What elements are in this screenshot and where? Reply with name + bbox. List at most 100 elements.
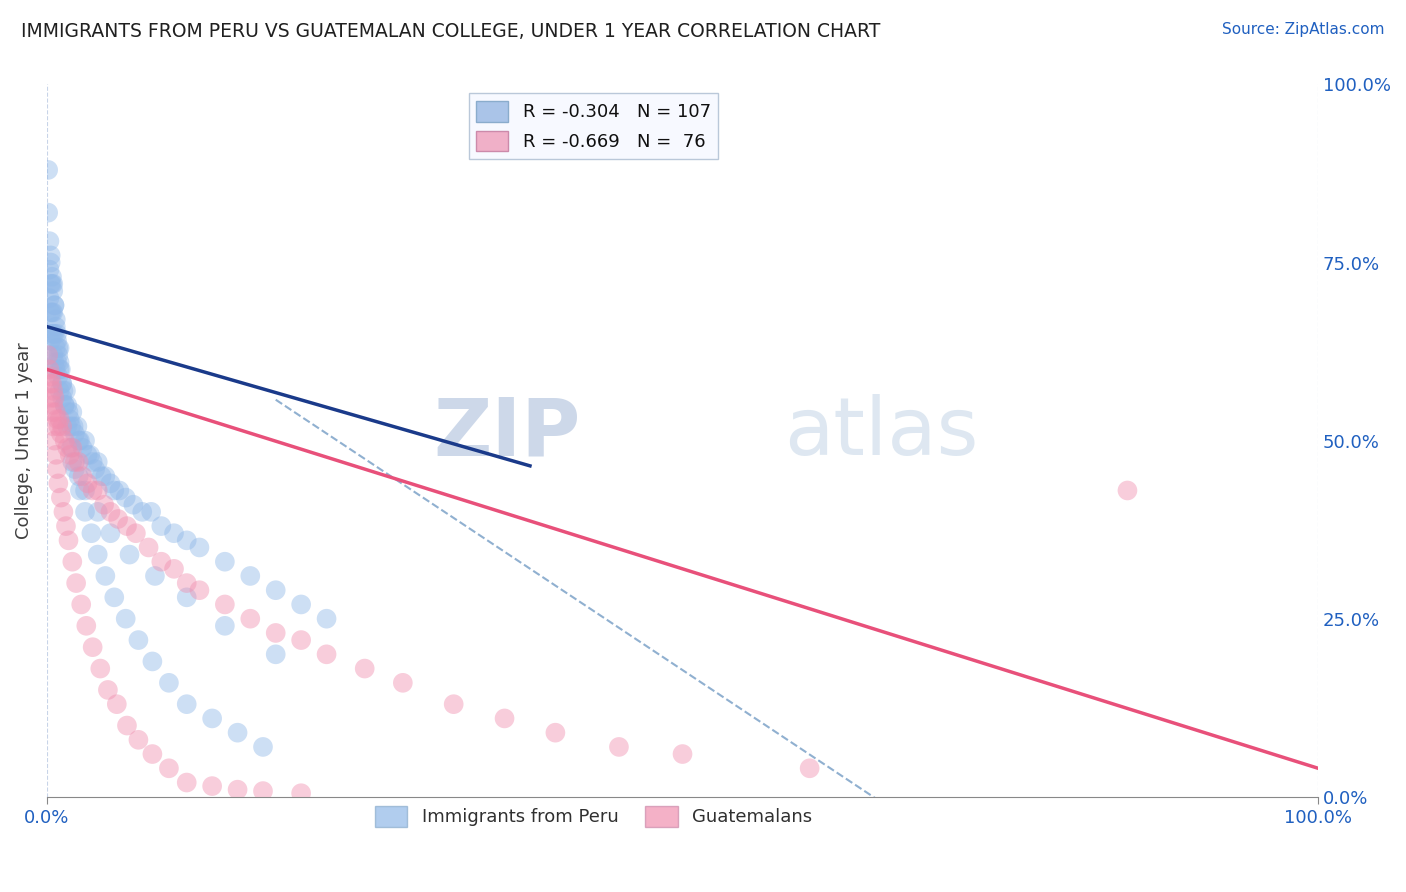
Point [115,519,138,533]
Point [38,376,60,391]
Point [114,491,136,505]
Point [82,640,104,655]
Point [44,391,66,405]
Point [46,419,69,434]
Point [264,648,287,662]
Point [89,662,111,676]
Point [100,505,122,519]
Point [52,505,75,519]
Point [39,277,62,291]
Point [139,505,162,519]
Point [44,326,66,341]
Point [141,747,163,761]
Point [42,305,65,319]
Point [46,369,69,384]
Point [105,697,128,711]
Point [56,398,79,412]
Point [46,476,69,491]
Point [90,469,112,483]
Point [443,697,465,711]
Point [93,498,115,512]
Point [290,598,312,612]
Point [49,362,72,376]
Point [188,583,211,598]
Point [39,305,62,319]
Point [48,412,70,426]
Point [108,483,131,498]
Point [176,533,198,548]
Point [75,619,97,633]
Point [214,598,236,612]
Point [799,761,821,775]
Point [49,491,72,505]
Point [38,234,60,248]
Point [176,697,198,711]
Point [226,725,249,739]
Point [44,298,66,312]
Point [87,455,110,469]
Point [176,775,198,789]
Point [315,648,337,662]
Point [69,434,91,448]
Point [1116,483,1139,498]
Point [392,675,415,690]
Point [60,441,83,455]
Point [63,426,86,441]
Point [44,298,66,312]
Point [39,391,62,405]
Point [55,384,77,398]
Text: ZIP: ZIP [433,394,581,473]
Point [66,419,89,434]
Point [41,405,63,419]
Point [201,711,224,725]
Point [79,448,101,462]
Point [82,483,104,498]
Point [46,348,69,362]
Point [42,419,65,434]
Point [141,655,163,669]
Point [176,591,198,605]
Point [41,376,63,391]
Point [53,434,76,448]
Point [49,426,72,441]
Point [46,412,69,426]
Point [72,469,94,483]
Point [82,455,104,469]
Point [48,341,70,355]
Point [42,398,65,412]
Point [87,483,110,498]
Point [80,526,103,541]
Point [46,326,69,341]
Point [176,576,198,591]
Point [73,434,96,448]
Point [73,505,96,519]
Point [58,405,80,419]
Point [122,498,145,512]
Point [607,739,630,754]
Point [115,718,138,732]
Point [290,786,312,800]
Point [494,711,516,725]
Point [60,555,83,569]
Point [84,462,107,476]
Point [94,569,117,583]
Text: IMMIGRANTS FROM PERU VS GUATEMALAN COLLEGE, UNDER 1 YEAR CORRELATION CHART: IMMIGRANTS FROM PERU VS GUATEMALAN COLLE… [21,22,880,41]
Point [252,784,274,798]
Point [53,398,76,412]
Point [51,376,73,391]
Point [100,526,122,541]
Point [163,526,186,541]
Point [201,779,224,793]
Point [118,548,141,562]
Point [65,576,87,591]
Point [46,341,69,355]
Point [214,555,236,569]
Point [37,205,59,219]
Point [52,384,75,398]
Point [103,483,125,498]
Point [60,455,83,469]
Point [58,533,80,548]
Point [671,747,693,761]
Point [60,419,83,434]
Point [48,384,70,398]
